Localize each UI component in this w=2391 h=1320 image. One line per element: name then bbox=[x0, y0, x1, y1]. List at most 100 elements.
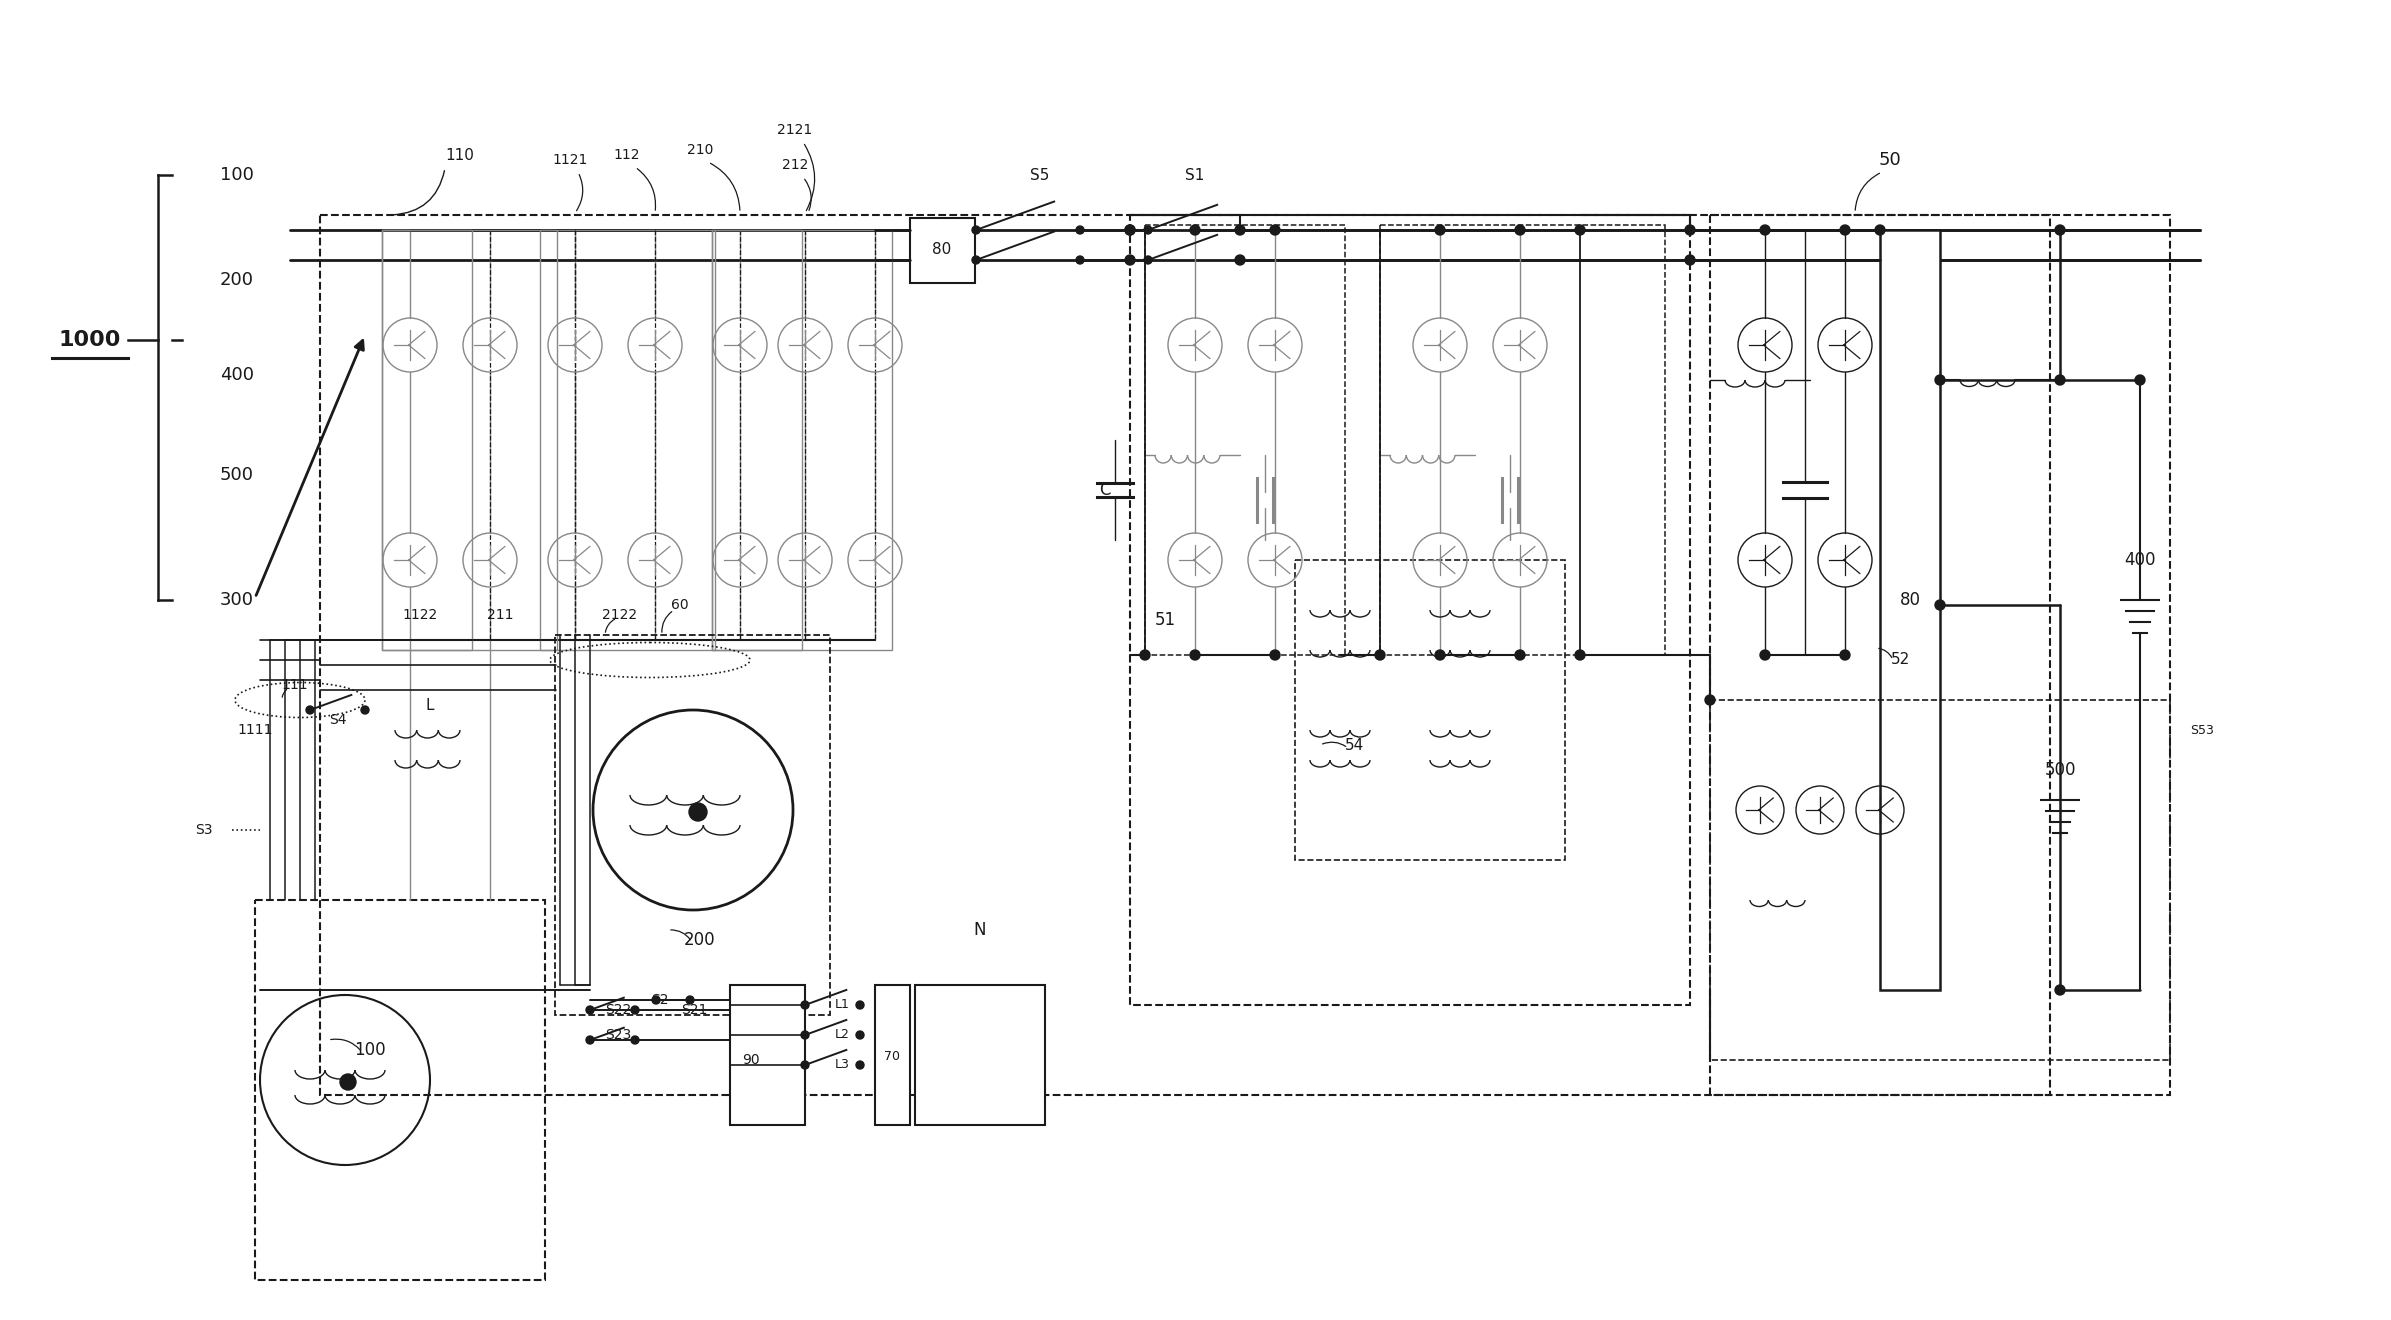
Bar bbox=[555, 635, 830, 1015]
Text: 1000: 1000 bbox=[60, 330, 122, 350]
Circle shape bbox=[1143, 256, 1152, 264]
Text: 500: 500 bbox=[220, 466, 253, 484]
Circle shape bbox=[306, 706, 313, 714]
Circle shape bbox=[1934, 601, 1944, 610]
Text: 52: 52 bbox=[1891, 652, 1910, 668]
Text: 112: 112 bbox=[614, 148, 641, 162]
Circle shape bbox=[2054, 375, 2066, 385]
Circle shape bbox=[1270, 224, 1279, 235]
Text: L3: L3 bbox=[834, 1059, 849, 1072]
Bar bbox=[1710, 215, 2171, 1096]
Text: 1111: 1111 bbox=[237, 723, 273, 737]
Bar bbox=[1380, 224, 1664, 655]
Circle shape bbox=[1076, 256, 1083, 264]
Circle shape bbox=[631, 1006, 638, 1014]
Circle shape bbox=[1516, 224, 1525, 235]
Text: 400: 400 bbox=[220, 366, 253, 384]
Circle shape bbox=[1191, 224, 1200, 235]
Text: S5: S5 bbox=[1031, 168, 1050, 182]
Circle shape bbox=[973, 226, 980, 234]
Circle shape bbox=[1375, 649, 1384, 660]
Text: 100: 100 bbox=[220, 166, 253, 183]
Circle shape bbox=[689, 803, 708, 821]
Circle shape bbox=[1143, 226, 1152, 234]
Text: 100: 100 bbox=[354, 1041, 385, 1059]
Text: 51: 51 bbox=[1155, 611, 1176, 630]
Circle shape bbox=[653, 997, 660, 1005]
Text: S23: S23 bbox=[605, 1028, 631, 1041]
Text: 50: 50 bbox=[1879, 150, 1901, 169]
Circle shape bbox=[801, 1061, 808, 1069]
Bar bbox=[729, 985, 806, 1125]
Text: 1121: 1121 bbox=[552, 153, 588, 168]
Text: L2: L2 bbox=[834, 1028, 849, 1041]
Text: S22: S22 bbox=[605, 1003, 631, 1016]
Circle shape bbox=[1236, 256, 1243, 264]
Circle shape bbox=[856, 1031, 863, 1039]
Circle shape bbox=[1191, 649, 1200, 660]
Circle shape bbox=[1141, 649, 1150, 660]
Bar bbox=[540, 230, 715, 649]
Text: L: L bbox=[426, 697, 435, 713]
Circle shape bbox=[1126, 224, 1136, 235]
Text: 300: 300 bbox=[220, 591, 253, 609]
Text: 500: 500 bbox=[2044, 762, 2075, 779]
Circle shape bbox=[2054, 224, 2066, 235]
Bar bbox=[1145, 224, 1346, 655]
Circle shape bbox=[1875, 224, 1884, 235]
Text: 211: 211 bbox=[488, 609, 514, 622]
Circle shape bbox=[1435, 224, 1444, 235]
Text: 111: 111 bbox=[282, 678, 308, 692]
Text: 2121: 2121 bbox=[777, 123, 813, 137]
Circle shape bbox=[1841, 649, 1851, 660]
Circle shape bbox=[1236, 226, 1243, 234]
Circle shape bbox=[1270, 649, 1279, 660]
Text: 80: 80 bbox=[932, 243, 952, 257]
Text: 2122: 2122 bbox=[603, 609, 638, 622]
Text: S4: S4 bbox=[330, 713, 347, 727]
Circle shape bbox=[1236, 224, 1246, 235]
Text: 212: 212 bbox=[782, 158, 808, 172]
Circle shape bbox=[1076, 226, 1083, 234]
Text: 80: 80 bbox=[1898, 591, 1920, 609]
Bar bbox=[1131, 215, 1690, 1005]
Text: 1122: 1122 bbox=[402, 609, 438, 622]
Bar bbox=[1296, 560, 1566, 861]
Text: 60: 60 bbox=[672, 598, 689, 612]
Circle shape bbox=[1576, 649, 1585, 660]
Circle shape bbox=[973, 256, 980, 264]
Text: S53: S53 bbox=[2190, 723, 2214, 737]
Circle shape bbox=[586, 1036, 593, 1044]
Text: 54: 54 bbox=[1346, 738, 1365, 752]
Circle shape bbox=[1126, 255, 1136, 265]
Circle shape bbox=[1760, 649, 1769, 660]
Bar bbox=[713, 230, 892, 649]
Text: L1: L1 bbox=[834, 998, 849, 1011]
Circle shape bbox=[361, 706, 368, 714]
Circle shape bbox=[686, 997, 693, 1005]
Circle shape bbox=[801, 1031, 808, 1039]
Text: 200: 200 bbox=[220, 271, 253, 289]
Circle shape bbox=[631, 1036, 638, 1044]
Bar bbox=[256, 900, 545, 1280]
Bar bbox=[875, 985, 911, 1125]
Text: 90: 90 bbox=[741, 1053, 760, 1067]
Circle shape bbox=[856, 1061, 863, 1069]
Bar bbox=[911, 218, 976, 282]
Circle shape bbox=[340, 1074, 356, 1090]
Circle shape bbox=[2135, 375, 2145, 385]
Bar bbox=[383, 230, 557, 649]
Text: 70: 70 bbox=[885, 1051, 899, 1064]
Circle shape bbox=[586, 1006, 593, 1014]
Circle shape bbox=[1686, 224, 1695, 235]
Circle shape bbox=[1126, 224, 1136, 235]
Circle shape bbox=[1705, 696, 1714, 705]
Text: S1: S1 bbox=[1186, 168, 1205, 182]
Circle shape bbox=[1576, 224, 1585, 235]
Circle shape bbox=[1236, 255, 1246, 265]
Text: N: N bbox=[973, 921, 985, 939]
Text: S2: S2 bbox=[650, 993, 669, 1007]
Text: 200: 200 bbox=[684, 931, 715, 949]
Circle shape bbox=[1686, 255, 1695, 265]
Bar bbox=[1710, 700, 2171, 1060]
